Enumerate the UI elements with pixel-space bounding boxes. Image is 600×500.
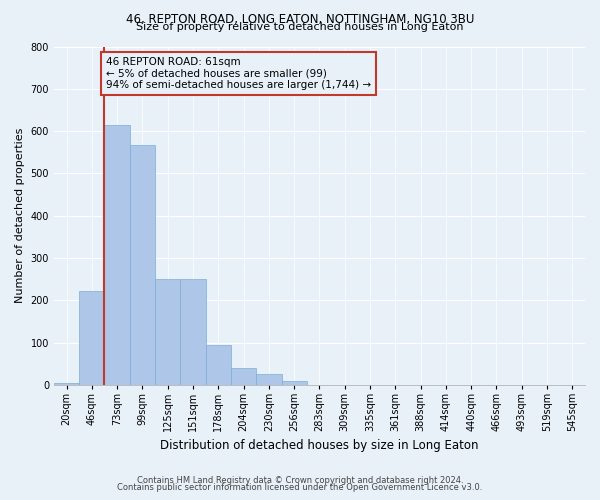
- Bar: [130, 144, 155, 385]
- Bar: [231, 368, 256, 385]
- Text: Contains HM Land Registry data © Crown copyright and database right 2024.: Contains HM Land Registry data © Crown c…: [137, 476, 463, 485]
- X-axis label: Distribution of detached houses by size in Long Eaton: Distribution of detached houses by size …: [160, 440, 479, 452]
- Bar: [181, 279, 206, 385]
- Text: 46 REPTON ROAD: 61sqm
← 5% of detached houses are smaller (99)
94% of semi-detac: 46 REPTON ROAD: 61sqm ← 5% of detached h…: [106, 57, 371, 90]
- Bar: [104, 124, 130, 385]
- Bar: [206, 344, 231, 385]
- Bar: [79, 291, 104, 385]
- Bar: [281, 382, 307, 385]
- Bar: [54, 382, 79, 385]
- Text: Contains public sector information licensed under the Open Government Licence v3: Contains public sector information licen…: [118, 484, 482, 492]
- Bar: [155, 279, 181, 385]
- Text: Size of property relative to detached houses in Long Eaton: Size of property relative to detached ho…: [136, 22, 464, 32]
- Y-axis label: Number of detached properties: Number of detached properties: [15, 128, 25, 304]
- Bar: [256, 374, 281, 385]
- Text: 46, REPTON ROAD, LONG EATON, NOTTINGHAM, NG10 3BU: 46, REPTON ROAD, LONG EATON, NOTTINGHAM,…: [126, 12, 474, 26]
